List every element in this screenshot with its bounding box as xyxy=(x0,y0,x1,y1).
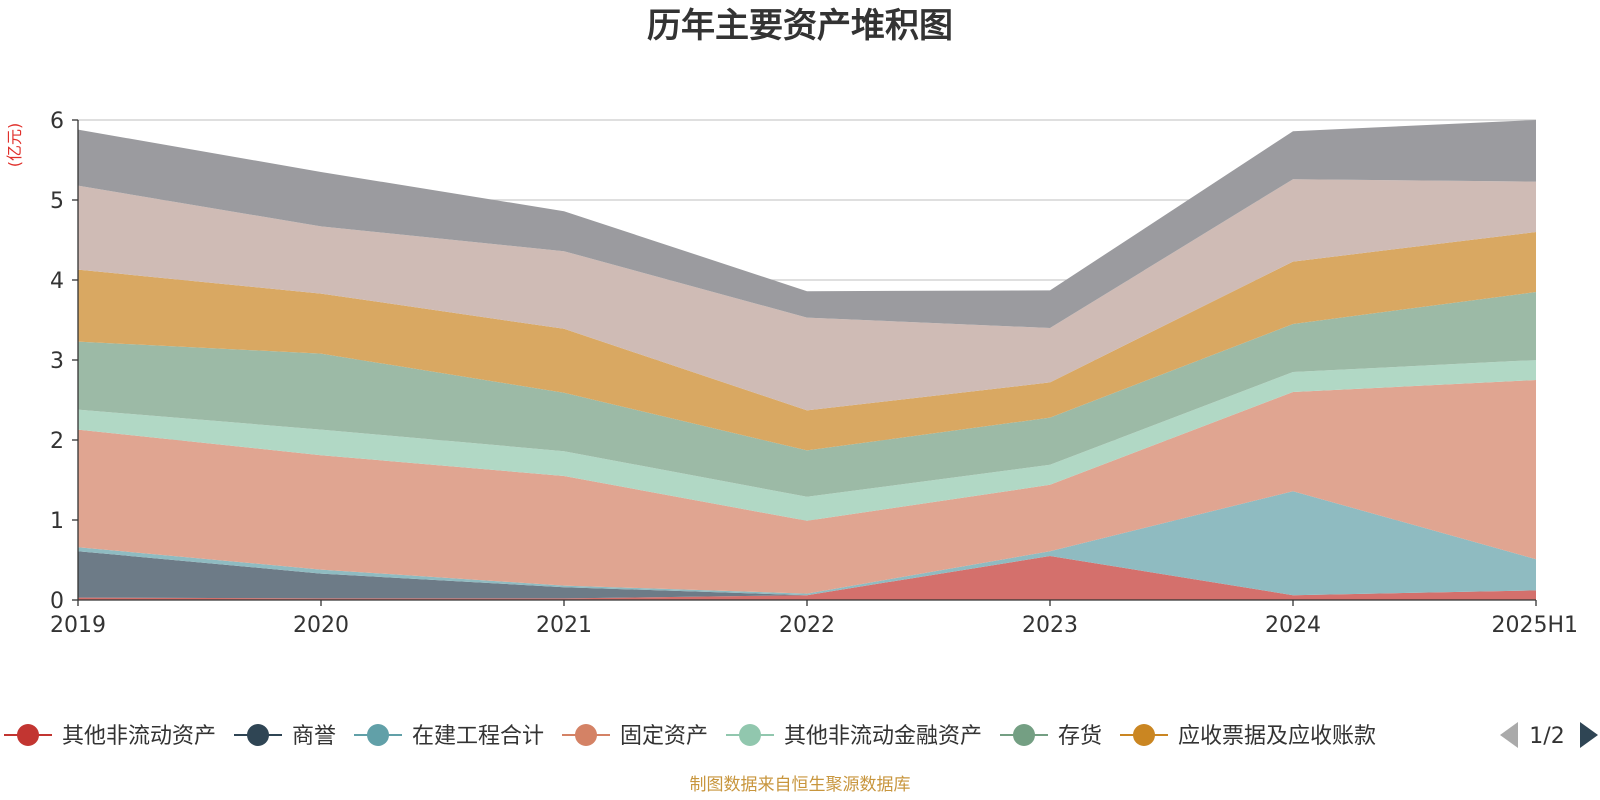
y-tick-label: 1 xyxy=(50,509,64,534)
legend-marker-icon xyxy=(575,724,597,746)
legend-next-arrow-icon[interactable] xyxy=(1580,722,1598,748)
axes: 0 1 2 3 4 5 6 2019 2020 2021 2022 2023 2024 2025H1 xyxy=(50,109,1578,638)
legend-prev-arrow-icon[interactable] xyxy=(1500,722,1518,748)
area-series-4 xyxy=(78,360,1536,521)
x-tick-label: 2025H1 xyxy=(1491,613,1578,638)
legend-label: 在建工程合计 xyxy=(412,724,544,749)
data-source-note: 制图数据来自恒生聚源数据库 xyxy=(690,775,911,795)
y-tick-label: 0 xyxy=(50,589,64,614)
legend-label: 存货 xyxy=(1058,724,1102,749)
legend-label: 其他非流动资产 xyxy=(62,724,216,749)
y-tick-label: 6 xyxy=(50,109,64,134)
area-series-5 xyxy=(78,292,1536,497)
x-tick-label: 2019 xyxy=(50,613,106,638)
legend-marker-icon xyxy=(1013,724,1035,746)
legend-page-indicator: 1/2 xyxy=(1529,724,1564,749)
legend-marker-icon xyxy=(1133,724,1155,746)
legend-item[interactable]: 其他非流动资产 xyxy=(4,724,216,749)
legend-marker-icon xyxy=(739,724,761,746)
x-tick-label: 2022 xyxy=(779,613,835,638)
y-axis-unit: (亿元) xyxy=(5,123,24,168)
area-series-2 xyxy=(78,491,1536,596)
chart-title: 历年主要资产堆积图 xyxy=(647,6,953,46)
y-tick-label: 3 xyxy=(50,349,64,374)
legend-pager[interactable]: 1/2 xyxy=(1500,722,1598,749)
legend-label: 应收票据及应收账款 xyxy=(1178,724,1376,749)
legend-item[interactable]: 固定资产 xyxy=(562,724,708,749)
legend-label: 固定资产 xyxy=(620,724,708,749)
area-series-7 xyxy=(78,179,1536,411)
legend-marker-icon xyxy=(367,724,389,746)
legend-label: 其他非流动金融资产 xyxy=(784,724,982,749)
legend-marker-icon xyxy=(247,724,269,746)
y-tick-label: 5 xyxy=(50,189,64,214)
area-series-8 xyxy=(78,120,1536,328)
area-series-1 xyxy=(78,551,1536,599)
legend-item[interactable]: 其他非流动金融资产 xyxy=(726,724,982,749)
x-tick-label: 2020 xyxy=(293,613,349,638)
legend[interactable]: 其他非流动资产 商誉 在建工程合计 固定资产 其他非流动金融资产 存货 应收票据及应收账款 xyxy=(4,724,1376,749)
area-series-0 xyxy=(78,556,1536,600)
legend-marker-icon xyxy=(17,724,39,746)
legend-item[interactable]: 在建工程合计 xyxy=(354,724,544,749)
legend-label: 商誉 xyxy=(292,724,336,749)
y-tick-label: 4 xyxy=(50,269,64,294)
area-series-3 xyxy=(78,380,1536,594)
area-series xyxy=(78,120,1536,600)
legend-item[interactable]: 应收票据及应收账款 xyxy=(1120,724,1376,749)
x-tick-label: 2024 xyxy=(1265,613,1321,638)
legend-item[interactable]: 存货 xyxy=(1000,724,1102,749)
legend-item[interactable]: 商誉 xyxy=(234,724,336,749)
y-tick-label: 2 xyxy=(50,429,64,454)
area-series-6 xyxy=(78,232,1536,451)
x-tick-label: 2023 xyxy=(1022,613,1078,638)
x-tick-label: 2021 xyxy=(536,613,592,638)
